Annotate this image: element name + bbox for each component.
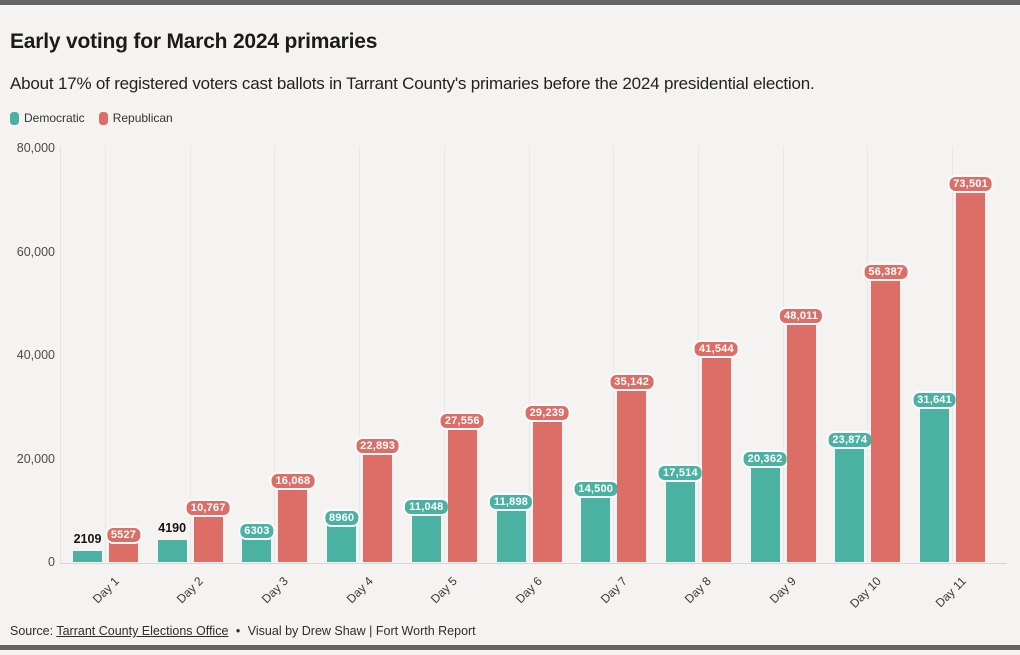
x-axis-tick-label: Day 2 [174,574,207,607]
bar-democratic-day-8[interactable] [665,471,695,562]
footer-separator: • [235,624,241,638]
y-axis-tick-label: 60,000 [16,244,55,259]
y-axis-line [60,146,61,564]
gridline [613,146,615,564]
value-label-republican-day-8: 41,544 [692,340,740,358]
gridline [782,146,784,564]
gridline [274,146,276,564]
bottom-border [0,645,1020,650]
footer-credit: Visual by Drew Shaw | Fort Worth Report [247,624,476,638]
footer: Source: Tarrant County Elections Office … [10,624,476,638]
bar-republican-day-4[interactable] [363,443,393,562]
bar-democratic-day-7[interactable] [581,486,611,562]
y-axis-tick-label: 20,000 [16,451,55,466]
source-link[interactable]: Tarrant County Elections Office [56,624,229,638]
gridline [105,146,106,564]
value-label-republican-day-7: 35,142 [608,373,656,392]
value-label-republican-day-5: 27,556 [438,412,486,431]
gridline [528,146,530,564]
top-border [0,0,1020,5]
value-label-republican-day-4: 22,893 [354,436,402,455]
value-label-republican-day-6: 29,239 [523,403,571,422]
value-label-republican-day-10: 56,387 [862,263,910,282]
x-axis-tick-label: Day 7 [597,574,630,607]
bar-democratic-day-9[interactable] [750,456,780,562]
gridline [189,146,191,564]
bar-democratic-day-1[interactable] [73,551,102,562]
value-label-democratic-day-4: 8960 [322,508,361,527]
democratic-swatch-icon [10,111,19,125]
x-axis-tick-label: Day 9 [766,574,799,607]
republican-swatch-icon [98,111,108,125]
bar-republican-day-5[interactable] [447,419,477,562]
gridline [952,146,953,564]
value-label-democratic-day-6: 11,898 [487,493,535,512]
value-label-democratic-day-10: 23,874 [826,431,874,450]
legend: Democratic Republican [10,111,173,125]
value-label-republican-day-3: 16,068 [269,471,317,490]
value-label-democratic-day-2: 4190 [158,521,187,536]
value-label-democratic-day-1: 2109 [73,532,102,547]
x-axis-tick-label: Day 1 [89,574,122,607]
x-axis-tick-label: Day 8 [682,574,715,607]
y-axis-tick-label: 80,000 [16,141,55,155]
value-label-democratic-day-7: 14,500 [572,479,620,498]
x-axis-tick-label: Day 6 [512,574,545,607]
x-axis-tick-label: Day 3 [258,574,291,607]
x-axis-tick-label: Day 4 [343,574,376,607]
bar-republican-day-9[interactable] [786,313,816,562]
bar-democratic-day-2[interactable] [157,540,187,562]
x-axis-line [60,563,1007,564]
y-axis-tick-label: 0 [48,555,55,569]
value-label-republican-day-9: 48,011 [777,306,825,325]
page-title: Early voting for March 2024 primaries [10,30,378,53]
bar-republican-day-8[interactable] [701,347,731,562]
y-axis-tick-label: 40,000 [16,348,55,362]
source-prefix: Source: [10,624,54,638]
gridline [359,146,361,564]
bar-republican-day-11[interactable] [956,181,985,562]
bar-republican-day-3[interactable] [278,478,308,562]
bar-democratic-day-10[interactable] [835,438,865,562]
chart-subtitle: About 17% of registered voters cast ball… [10,74,815,93]
legend-item-democratic: Democratic [10,111,85,125]
value-label-democratic-day-11: 31,641 [911,391,958,410]
x-axis-tick-label: Day 11 [932,574,969,611]
value-label-democratic-day-5: 11,048 [403,497,450,516]
x-axis-tick-label: Day 5 [428,574,461,607]
value-label-republican-day-1: 5527 [104,526,143,545]
value-label-democratic-day-8: 17,514 [656,464,704,483]
legend-label-republican: Republican [112,111,173,125]
x-axis-tick-label: Day 10 [846,574,884,611]
value-label-democratic-day-9: 20,362 [741,449,789,468]
bar-republican-day-7[interactable] [617,380,647,562]
value-label-democratic-day-3: 6303 [238,522,276,541]
value-label-republican-day-2: 10,767 [184,499,232,518]
legend-item-republican: Republican [98,111,173,125]
gridline [867,146,869,564]
bar-republican-day-10[interactable] [871,270,901,562]
gridline [443,146,445,564]
value-label-republican-day-11: 73,501 [947,174,994,193]
bar-republican-day-6[interactable] [532,410,562,562]
legend-label-democratic: Democratic [24,111,85,125]
bar-democratic-day-11[interactable] [920,398,949,562]
